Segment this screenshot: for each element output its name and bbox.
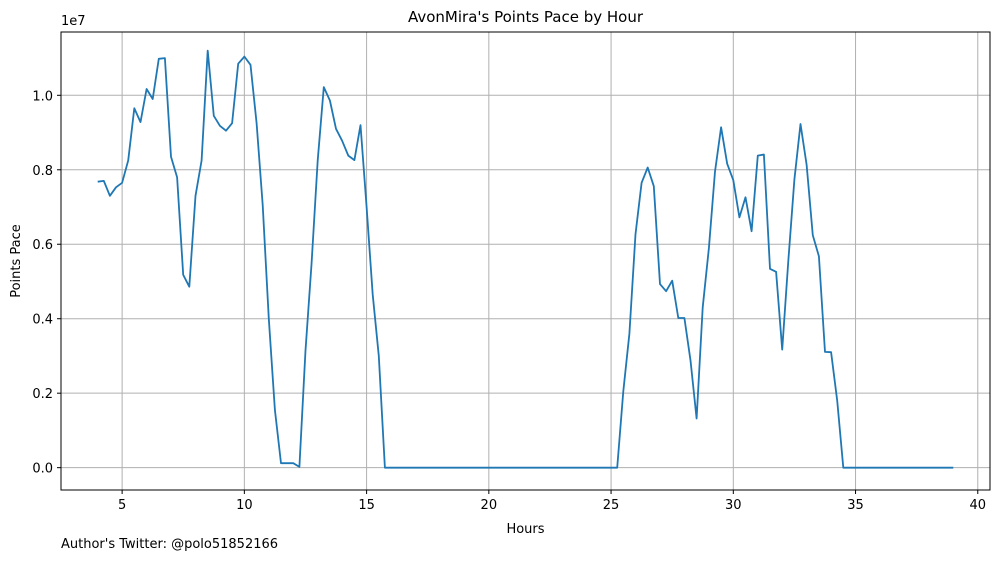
ticks: 5 10 15 20 25 30 35 40 0.0 0.2 0.4 0.6 0.8 1.0 [32,89,986,513]
x-axis-label: Hours [506,522,544,537]
y-tick-label: 0.8 [32,164,53,179]
series [97,49,954,469]
x-tick-label: 35 [847,498,864,513]
x-tick-label: 40 [970,498,987,513]
y-tick-label: 1.0 [32,89,53,104]
x-tick-label: 10 [236,498,253,513]
chart-title: AvonMira's Points Pace by Hour [408,8,644,26]
y-offset-label: 1e7 [61,14,86,29]
x-tick-label: 25 [603,498,620,513]
plot-frame [60,31,991,491]
y-tick-label: 0.6 [32,238,53,253]
footer-credit: Author's Twitter: @polo51852166 [61,537,279,552]
y-tick-label: 0.0 [32,462,53,477]
x-tick-label: 30 [725,498,742,513]
grid [61,32,990,490]
y-tick-label: 0.2 [32,387,53,402]
x-tick-label: 15 [358,498,375,513]
x-tick-label: 5 [118,498,126,513]
y-axis-label: Points Pace [9,224,24,298]
series-line [97,49,954,469]
y-tick-label: 0.4 [32,313,53,328]
x-tick-label: 20 [481,498,498,513]
